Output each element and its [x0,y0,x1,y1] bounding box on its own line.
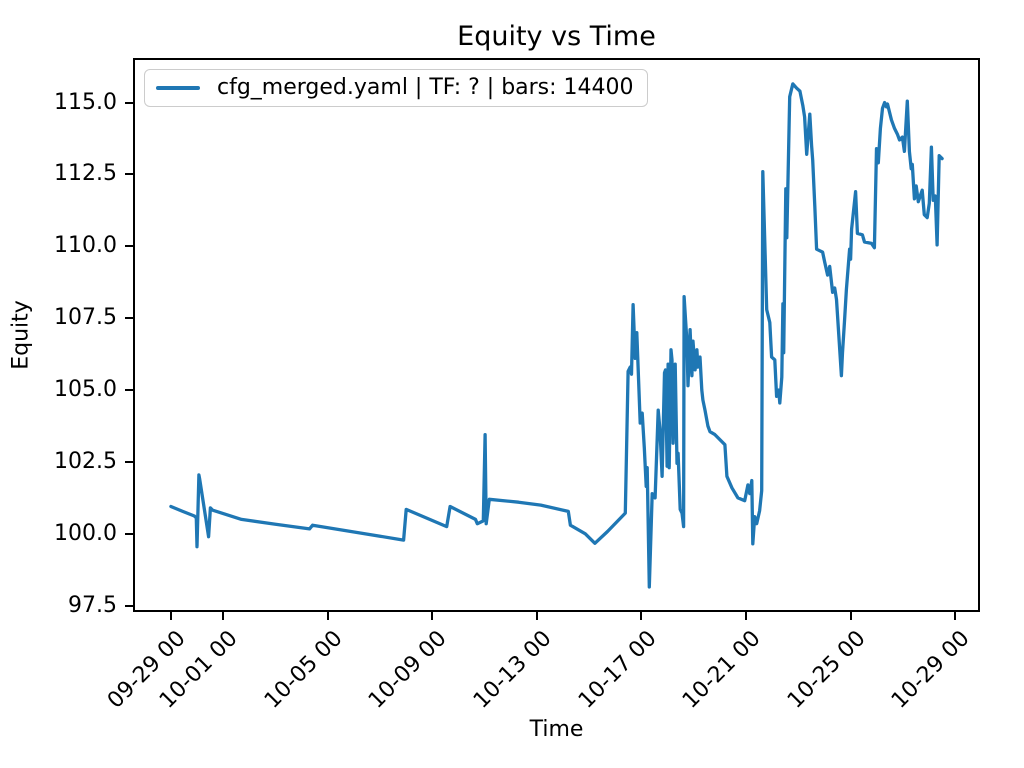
y-tick-label: 100.0 [54,520,117,546]
chart-title: Equity vs Time [457,21,656,52]
x-tick-label: 10-17 00 [573,626,662,714]
y-tick-label: 112.5 [54,161,117,187]
x-tick-mark [954,612,957,620]
y-tick-mark [125,532,133,535]
y-tick-mark [125,604,133,607]
x-tick-label: 10-13 00 [468,626,557,714]
x-tick-label: 10-29 00 [887,626,975,714]
axes-spines [133,58,980,612]
y-tick-mark [125,460,133,463]
x-tick-mark [640,612,643,620]
y-tick-label: 107.5 [54,305,117,331]
y-tick-mark [125,389,133,392]
x-tick-mark [431,612,434,620]
y-tick-label: 110.0 [54,233,117,259]
x-axis-label: Time [529,717,584,742]
equity-series-line [169,82,944,589]
x-tick-label: 10-05 00 [259,626,348,714]
x-tick-label: 10-21 00 [678,626,766,714]
x-tick-mark [745,612,748,620]
plot-area: cfg_merged.yaml | TF: ? | bars: 14400 [133,58,980,612]
legend: cfg_merged.yaml | TF: ? | bars: 14400 [144,69,648,107]
legend-line-swatch [156,86,200,90]
y-tick-label: 102.5 [54,448,117,474]
y-tick-label: 97.5 [68,592,117,618]
equity-line-chart [133,58,980,612]
x-tick-mark [222,612,225,620]
y-tick-label: 115.0 [54,89,117,115]
y-tick-mark [125,245,133,248]
y-tick-mark [125,173,133,176]
x-tick-label: 10-09 00 [364,626,453,714]
x-tick-mark [169,612,172,620]
y-tick-label: 105.0 [54,377,117,403]
y-tick-mark [125,101,133,104]
x-tick-mark [535,612,538,620]
legend-label: cfg_merged.yaml | TF: ? | bars: 14400 [217,75,634,100]
y-tick-mark [125,317,133,320]
x-tick-label: 10-25 00 [782,626,871,714]
x-tick-mark [849,612,852,620]
x-tick-mark [326,612,329,620]
